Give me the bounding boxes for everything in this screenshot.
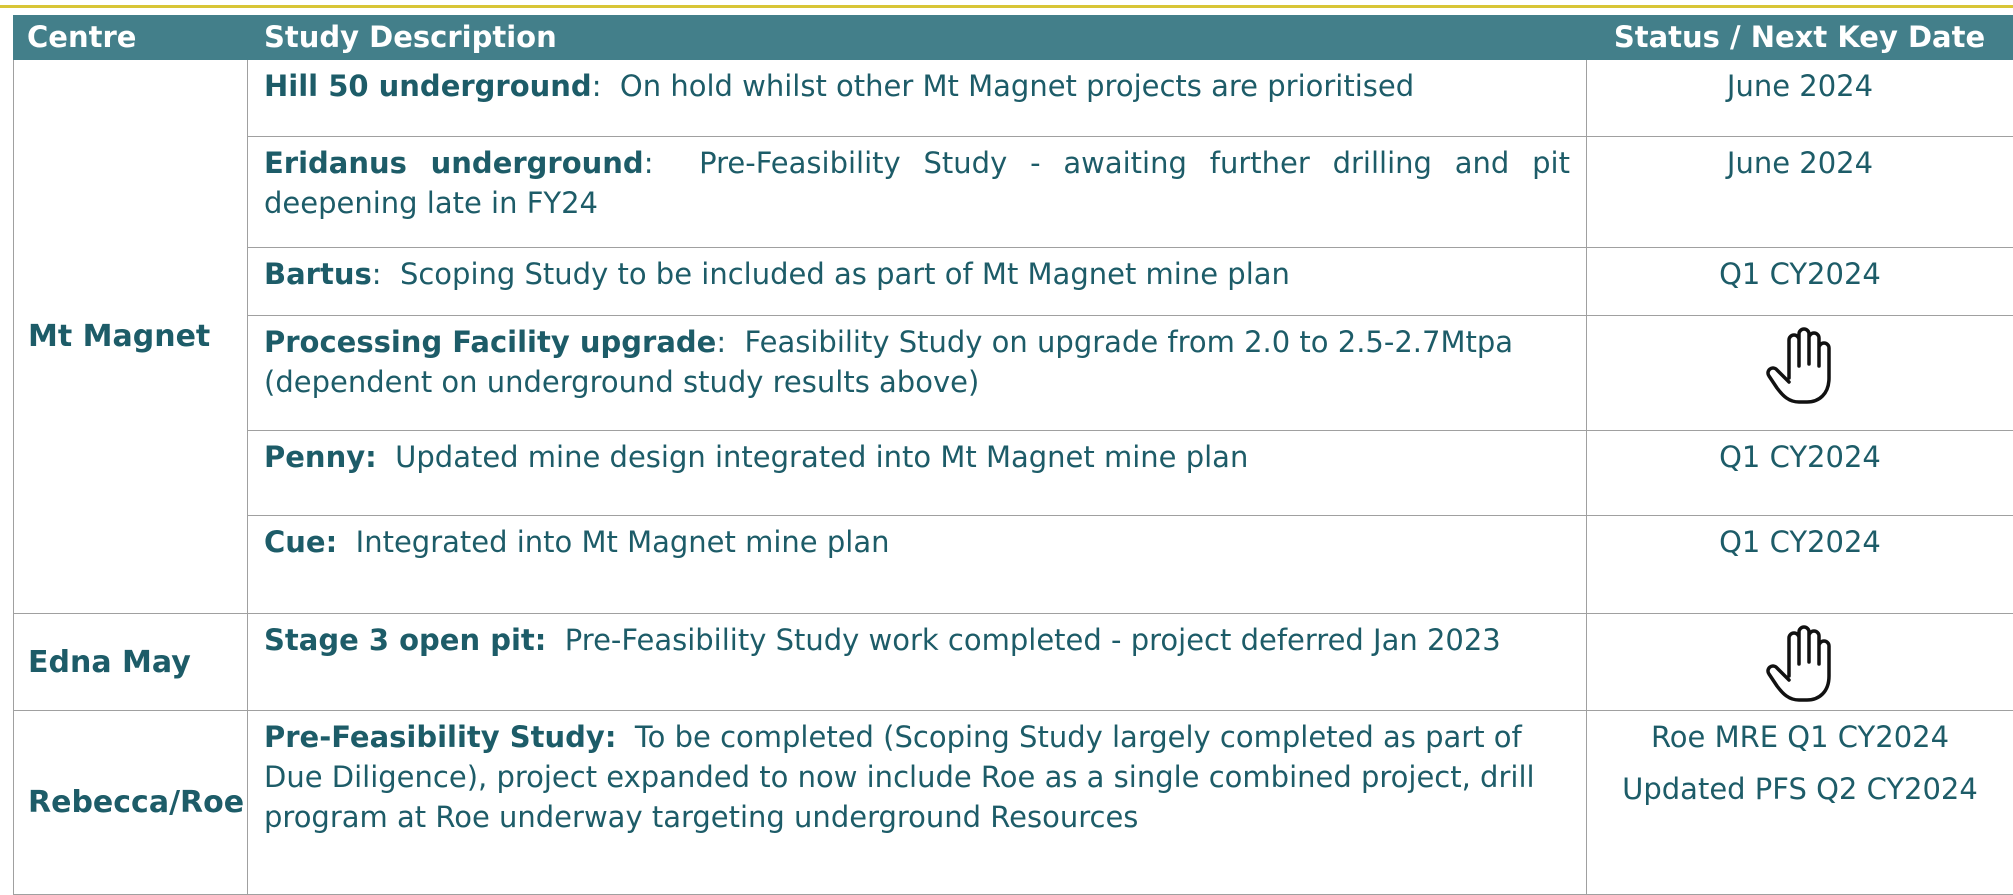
status-cell: Q1 CY2024 [1586, 248, 2013, 316]
study-text: Pre-Feasibility Study work completed - p… [546, 623, 1501, 657]
study-title: Processing Facility upgrade [264, 325, 717, 359]
status-line: Q1 CY2024 [1719, 440, 1881, 474]
description-cell: Hill 50 underground: On hold whilst othe… [248, 60, 1586, 137]
study-text: : On hold whilst other Mt Magnet project… [591, 69, 1415, 103]
status-line: June 2024 [1726, 69, 1874, 103]
centre-cell: Mt Magnet [13, 60, 248, 614]
status-line: Updated PFS Q2 CY2024 [1622, 772, 1978, 806]
status-line: June 2024 [1726, 146, 1874, 180]
study-title: Cue: [264, 525, 338, 559]
study-text: : Feasibility Study on upgrade from 2.0 … [264, 325, 1523, 399]
study-title: Hill 50 underground [264, 69, 592, 103]
study-title: Penny: [264, 440, 377, 474]
study-text: : Scoping Study to be included as part o… [371, 257, 1290, 291]
header-centre: Centre [13, 15, 248, 60]
study-text: To be completed (Scoping Study largely c… [264, 720, 1544, 834]
hold-icon-path [1766, 327, 1831, 404]
top-rule [0, 5, 2013, 8]
centre-cell: Edna May [13, 614, 248, 711]
description-cell: Pre-Feasibility Study: To be completed (… [248, 711, 1586, 895]
description-cell: Cue: Integrated into Mt Magnet mine plan [248, 516, 1586, 614]
study-title: Eridanus underground [264, 146, 644, 180]
status-line: Q1 CY2024 [1719, 257, 1881, 291]
status-cell: Q1 CY2024 [1586, 431, 2013, 516]
study-text: : Pre-Feasibility Study - awaiting furth… [264, 146, 1580, 220]
description-cell: Penny: Updated mine design integrated in… [248, 431, 1586, 516]
status-cell: Roe MRE Q1 CY2024 Updated PFS Q2 CY2024 [1586, 711, 2013, 895]
hold-icon [1766, 327, 1831, 404]
study-title: Stage 3 open pit: [264, 623, 547, 657]
header-status: Status / Next Key Date [1586, 15, 2013, 60]
status-line: Roe MRE Q1 CY2024 [1650, 720, 1950, 754]
description-cell: Eridanus underground: Pre-Feasibility St… [248, 137, 1586, 248]
status-line: Q1 CY2024 [1719, 525, 1881, 559]
study-title: Bartus [264, 257, 372, 291]
description-cell: Processing Facility upgrade: Feasibility… [248, 316, 1586, 431]
hold-icon [1766, 625, 1831, 702]
status-cell: Q1 CY2024 [1586, 516, 2013, 614]
centre-cell: Rebecca/Roe [13, 711, 248, 895]
study-text: Integrated into Mt Magnet mine plan [337, 525, 890, 559]
description-cell: Bartus: Scoping Study to be included as … [248, 248, 1586, 316]
header-description: Study Description [248, 15, 1586, 60]
study-title: Pre-Feasibility Study: [264, 720, 617, 754]
status-cell [1586, 614, 2013, 711]
status-cell: June 2024 [1586, 60, 2013, 137]
study-text: Updated mine design integrated into Mt M… [376, 440, 1249, 474]
status-cell [1586, 316, 2013, 431]
status-cell: June 2024 [1586, 137, 2013, 248]
description-cell: Stage 3 open pit: Pre-Feasibility Study … [248, 614, 1586, 711]
hold-icon-path [1766, 625, 1831, 702]
